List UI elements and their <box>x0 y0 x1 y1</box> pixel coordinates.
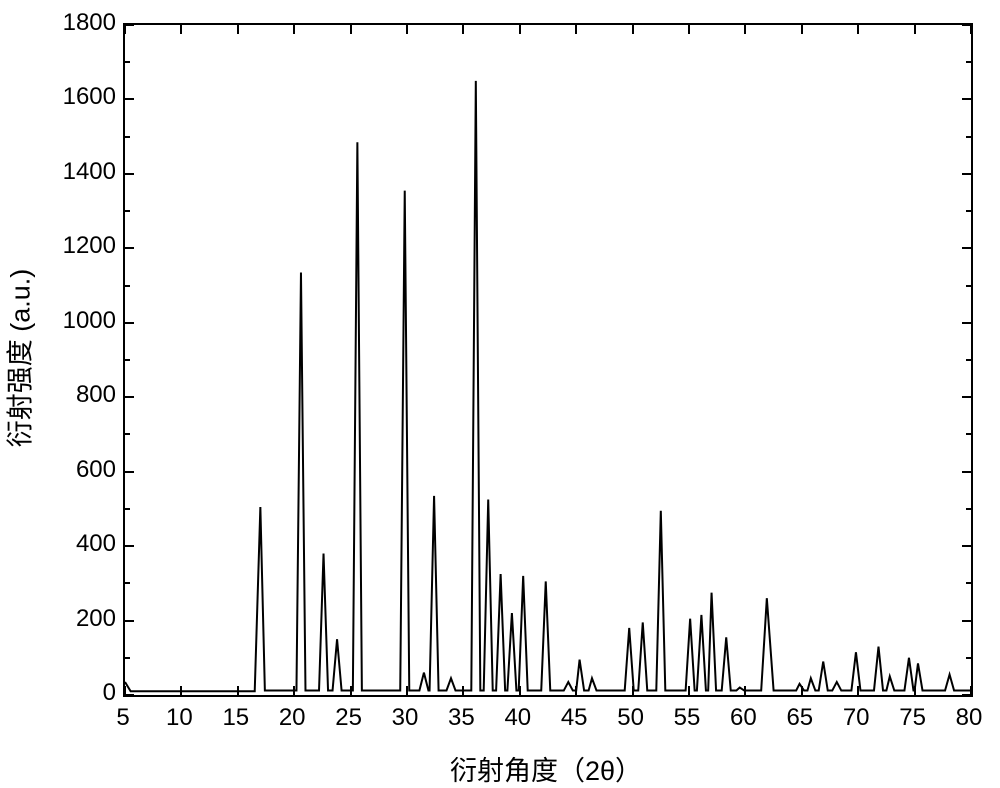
y-tick-label: 1000 <box>63 307 116 335</box>
x-tick-label: 60 <box>730 704 757 732</box>
x-tick-label: 40 <box>504 704 531 732</box>
x-tick-major <box>857 25 859 34</box>
x-tick-major <box>462 25 464 34</box>
y-tick-major <box>125 471 134 473</box>
y-tick-label: 1200 <box>63 232 116 260</box>
x-tick-label: 15 <box>222 704 249 732</box>
y-tick-major <box>962 396 971 398</box>
y-tick-label: 0 <box>103 679 116 707</box>
x-tick-major <box>237 686 239 695</box>
x-tick-label: 50 <box>617 704 644 732</box>
y-tick-major <box>962 620 971 622</box>
x-tick-major <box>180 686 182 695</box>
x-tick-label: 80 <box>956 704 983 732</box>
x-tick-major <box>914 25 916 34</box>
xrd-chart: 衍射强度 (a.u.) 衍射角度（2θ） 0200400600800100012… <box>0 0 1000 781</box>
x-tick-major <box>801 25 803 34</box>
x-tick-major <box>180 25 182 34</box>
y-tick-label: 800 <box>76 381 116 409</box>
y-tick-minor <box>966 582 971 584</box>
y-tick-major <box>125 620 134 622</box>
x-tick-major <box>406 25 408 34</box>
y-tick-label: 1800 <box>63 9 116 37</box>
x-tick-major <box>970 686 972 695</box>
y-tick-minor <box>125 433 130 435</box>
y-tick-major <box>962 173 971 175</box>
y-tick-major <box>125 173 134 175</box>
y-axis-label: 衍射强度 (a.u.) <box>0 269 38 448</box>
y-tick-minor <box>125 582 130 584</box>
y-tick-major <box>125 545 134 547</box>
x-tick-major <box>237 25 239 34</box>
y-tick-major <box>962 247 971 249</box>
y-tick-minor <box>125 136 130 138</box>
x-tick-label: 65 <box>786 704 813 732</box>
x-tick-major <box>293 686 295 695</box>
x-tick-major <box>575 686 577 695</box>
y-tick-minor <box>966 210 971 212</box>
x-tick-major <box>293 25 295 34</box>
x-tick-major <box>744 686 746 695</box>
x-tick-major <box>575 25 577 34</box>
y-tick-major <box>125 98 134 100</box>
y-tick-minor <box>125 285 130 287</box>
y-tick-label: 600 <box>76 456 116 484</box>
y-tick-minor <box>966 657 971 659</box>
x-tick-label: 70 <box>843 704 870 732</box>
x-tick-label: 20 <box>279 704 306 732</box>
x-tick-major <box>519 686 521 695</box>
x-tick-major <box>124 25 126 34</box>
x-tick-label: 75 <box>899 704 926 732</box>
y-tick-label: 1400 <box>63 158 116 186</box>
y-tick-minor <box>125 210 130 212</box>
x-tick-label: 45 <box>561 704 588 732</box>
x-tick-major <box>519 25 521 34</box>
x-tick-major <box>462 686 464 695</box>
x-tick-label: 10 <box>166 704 193 732</box>
x-tick-label: 5 <box>116 704 129 732</box>
y-tick-label: 400 <box>76 530 116 558</box>
y-tick-label: 1600 <box>63 83 116 111</box>
y-tick-minor <box>125 657 130 659</box>
x-tick-major <box>744 25 746 34</box>
y-tick-major <box>962 471 971 473</box>
y-tick-major <box>125 694 134 696</box>
x-tick-label: 35 <box>448 704 475 732</box>
x-tick-major <box>124 686 126 695</box>
y-tick-major <box>962 322 971 324</box>
x-tick-label: 55 <box>674 704 701 732</box>
y-tick-minor <box>966 359 971 361</box>
x-tick-major <box>350 25 352 34</box>
y-tick-minor <box>966 136 971 138</box>
x-tick-major <box>857 686 859 695</box>
x-tick-major <box>350 686 352 695</box>
y-tick-label: 200 <box>76 605 116 633</box>
y-tick-minor <box>966 61 971 63</box>
x-tick-major <box>688 686 690 695</box>
x-axis-label: 衍射角度（2θ） <box>450 749 642 788</box>
y-tick-minor <box>966 508 971 510</box>
x-tick-label: 30 <box>392 704 419 732</box>
y-tick-minor <box>125 508 130 510</box>
y-tick-minor <box>966 433 971 435</box>
y-tick-major <box>962 545 971 547</box>
x-tick-major <box>914 686 916 695</box>
y-tick-major <box>125 322 134 324</box>
y-tick-major <box>125 247 134 249</box>
y-tick-major <box>125 396 134 398</box>
x-tick-major <box>632 686 634 695</box>
y-tick-minor <box>125 359 130 361</box>
y-tick-minor <box>966 285 971 287</box>
xrd-line-plot <box>125 25 971 695</box>
x-tick-major <box>406 686 408 695</box>
y-tick-major <box>125 24 134 26</box>
x-tick-major <box>688 25 690 34</box>
x-tick-label: 25 <box>335 704 362 732</box>
y-tick-minor <box>125 61 130 63</box>
y-tick-major <box>962 98 971 100</box>
x-tick-major <box>801 686 803 695</box>
x-tick-major <box>632 25 634 34</box>
plot-area <box>123 23 973 697</box>
x-tick-major <box>970 25 972 34</box>
